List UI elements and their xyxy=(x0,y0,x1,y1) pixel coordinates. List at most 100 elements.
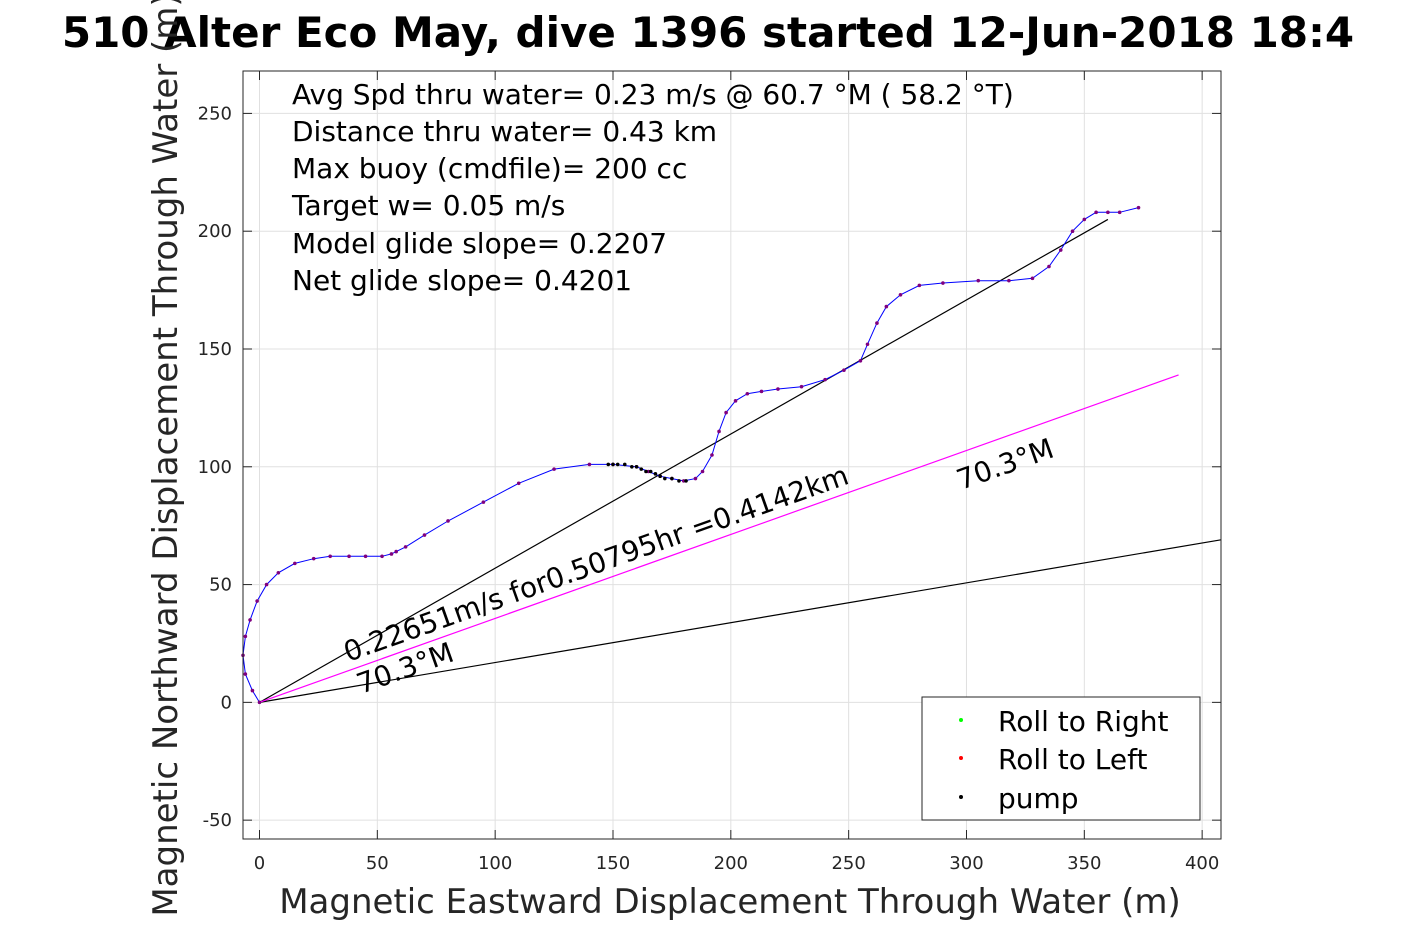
reference-line-2 xyxy=(259,374,1179,703)
y-tick-label: 250 xyxy=(198,103,232,124)
x-tick-label: 150 xyxy=(596,853,630,874)
x-tick-labels: 0 50 100 150 200 250 300 350 400 xyxy=(254,853,1220,874)
track-point xyxy=(257,700,262,705)
annotation-distance: Distance thru water= 0.43 km xyxy=(292,115,717,148)
y-tick-label: 0 xyxy=(221,692,232,713)
track-point xyxy=(823,377,827,382)
track-point xyxy=(516,481,521,486)
y-tick-label: -50 xyxy=(203,810,232,831)
x-tick-label: 0 xyxy=(254,853,265,874)
track-point xyxy=(733,399,738,403)
track-point xyxy=(717,429,721,434)
track-point xyxy=(917,283,922,288)
track-point xyxy=(446,519,450,523)
pump-point xyxy=(606,462,611,467)
pump-point xyxy=(653,472,658,476)
track-point xyxy=(264,582,269,587)
pump-point xyxy=(644,469,648,474)
pump-point xyxy=(663,476,667,481)
chart-title: 510 Alter Eco May, dive 1396 started 12-… xyxy=(62,8,1354,57)
y-axis-label: Magnetic Northward Displacement Through … xyxy=(146,0,186,917)
track-point xyxy=(884,304,889,309)
reference-lines xyxy=(259,218,1222,703)
legend-marker-roll-right xyxy=(959,718,963,722)
track-point xyxy=(776,387,780,391)
track-point xyxy=(311,556,316,561)
track-point xyxy=(481,500,486,504)
track-point xyxy=(1136,205,1141,210)
track-point xyxy=(799,384,804,389)
legend-label-roll-left: Roll to Left xyxy=(998,743,1147,776)
reference-line-1 xyxy=(259,539,1222,703)
legend-box xyxy=(921,696,1201,821)
pump-point xyxy=(658,474,662,479)
track-point xyxy=(1106,210,1110,215)
track-point xyxy=(875,321,879,325)
track-point xyxy=(976,278,981,283)
track-point xyxy=(1070,229,1075,233)
pump-point xyxy=(622,462,627,467)
pump-point xyxy=(677,479,681,483)
track-point xyxy=(293,561,297,566)
track-point xyxy=(389,552,394,556)
y-tick-label: 50 xyxy=(209,575,232,596)
legend-label-roll-right: Roll to Right xyxy=(998,705,1169,738)
track-markers xyxy=(241,205,1141,705)
track-point xyxy=(347,554,351,559)
x-tick-label: 300 xyxy=(949,853,983,874)
x-tick-label: 250 xyxy=(831,853,865,874)
axes-box xyxy=(242,70,1222,840)
y-tick-labels: -50 0 50 100 150 200 250 xyxy=(198,103,232,831)
x-tick-label: 50 xyxy=(366,853,389,874)
annotations: Avg Spd thru water= 0.23 m/s @ 60.7 °M (… xyxy=(291,78,1014,297)
x-tick-label: 350 xyxy=(1067,853,1101,874)
pump-point xyxy=(611,462,615,467)
y-tick-label: 150 xyxy=(198,339,232,360)
legend-marker-pump xyxy=(959,795,963,799)
pump-point xyxy=(639,467,644,471)
track-point xyxy=(745,391,750,396)
legend-label-pump: pump xyxy=(998,782,1079,815)
track-point xyxy=(1117,210,1122,215)
track-point xyxy=(363,554,368,559)
reference-line-0 xyxy=(259,218,1109,703)
track-point xyxy=(394,549,398,554)
annotation-net-glide: Net glide slope= 0.4201 xyxy=(292,264,632,297)
track-point xyxy=(710,453,714,457)
track-point xyxy=(724,410,728,415)
track-point xyxy=(248,618,252,622)
pump-point xyxy=(684,479,688,483)
ticks xyxy=(243,71,1221,839)
x-tick-label: 200 xyxy=(714,853,748,874)
track-point xyxy=(255,599,259,603)
pump-point xyxy=(648,469,653,474)
pump-point xyxy=(630,464,634,469)
pump-point xyxy=(634,464,639,469)
annotation-avg-speed: Avg Spd thru water= 0.23 m/s @ 60.7 °M (… xyxy=(292,78,1014,111)
track-point xyxy=(1047,264,1051,269)
track-point xyxy=(865,342,870,347)
track-point xyxy=(276,570,281,575)
track-point xyxy=(1007,278,1011,283)
x-axis-label: Magnetic Eastward Displacement Through W… xyxy=(279,882,1181,922)
y-tick-label: 200 xyxy=(198,221,232,242)
annotation-target-w: Target w= 0.05 m/s xyxy=(291,189,565,222)
track-point xyxy=(941,281,945,285)
track-point xyxy=(243,672,248,676)
track-point xyxy=(243,634,248,639)
track-point xyxy=(328,554,332,559)
annotation-max-buoy: Max buoy (cmdfile)= 200 cc xyxy=(292,152,687,185)
dive-track xyxy=(242,207,1139,703)
track-point xyxy=(250,688,255,693)
track-point xyxy=(1058,248,1063,252)
track-point xyxy=(1094,210,1098,215)
x-tick-label: 400 xyxy=(1185,853,1219,874)
pump-point xyxy=(615,462,620,467)
track-point xyxy=(380,554,384,559)
track-point xyxy=(858,358,863,363)
legend-marker-roll-left xyxy=(959,756,963,760)
track-point xyxy=(422,533,427,537)
annotation-model-glide: Model glide slope= 0.2207 xyxy=(292,227,667,260)
track-point xyxy=(842,368,846,372)
